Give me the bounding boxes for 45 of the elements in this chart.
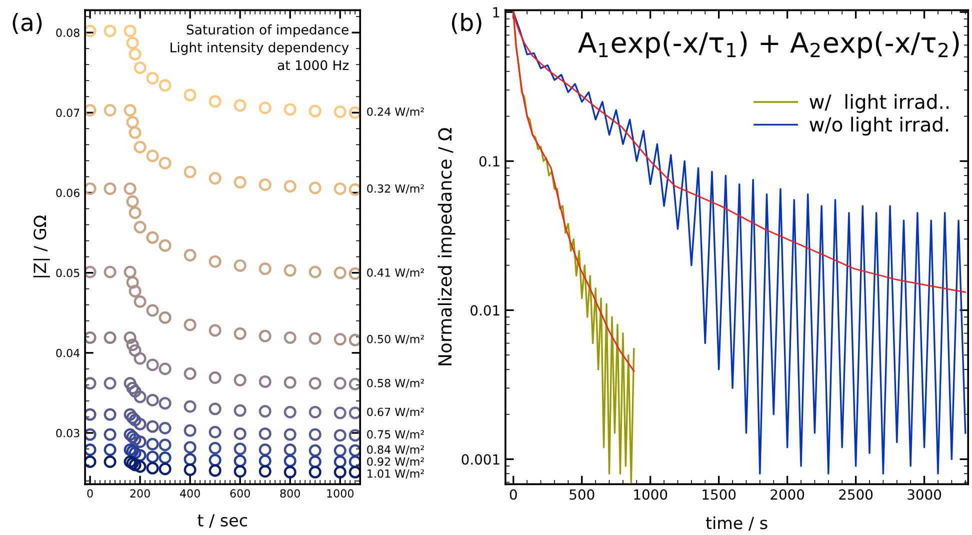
x-tick-label: 800 (280, 489, 300, 498)
y-tick-label: 0.04 (56, 348, 80, 358)
x-tick-label: 2000 (770, 489, 804, 500)
x-axis-title: time / s (706, 516, 768, 531)
y-tick-label: 0.05 (56, 268, 80, 278)
x-tick-label: 1500 (702, 489, 736, 500)
chart-title: (a) (12, 12, 42, 34)
annotation: at 1000 Hz (278, 60, 349, 70)
y-tick-label: 0.001 (462, 454, 500, 465)
y-tick-label: 0.08 (56, 28, 80, 37)
y-tick-label: 1 (493, 7, 500, 18)
x-axis-title: t / sec (198, 514, 247, 528)
x-tick-label: 400 (180, 489, 200, 498)
x-tick-label: 2500 (839, 489, 873, 500)
x-tick-label: 1000 (634, 489, 668, 500)
y-axis-title: Normalized impedance / Ω (438, 128, 456, 366)
series-label: 1.01 W/m² (368, 469, 424, 479)
series-label: 0.84 W/m² (367, 445, 424, 455)
x-tick-label: 500 (570, 489, 594, 500)
y-tick-label: 0.03 (56, 428, 80, 438)
series-label: 0.67 W/m² (367, 408, 424, 418)
y-tick-label: 0.06 (56, 188, 80, 198)
series-label: 0.41 W/m² (367, 268, 424, 278)
x-tick-label: 200 (130, 489, 150, 498)
series-label: 0.24 W/m² (367, 107, 424, 117)
annotation: Saturation of impedance (186, 24, 348, 38)
legend-label: w/o light irrad. (810, 116, 948, 136)
x-tick-label: 600 (230, 489, 250, 498)
x-tick-label: 0 (87, 489, 93, 498)
annotation: Light intensity dependency (170, 42, 349, 55)
x-tick-label: 3000 (908, 489, 942, 500)
chart-title: (b) (452, 12, 482, 34)
x-tick-label: 1000 (327, 489, 354, 498)
y-tick-label: 0.01 (470, 305, 500, 316)
series-label: 0.92 W/m² (367, 457, 424, 467)
series-label: 0.32 W/m² (367, 184, 424, 194)
series-label: 0.58 W/m² (367, 378, 424, 388)
y-tick-label: 0.07 (56, 108, 80, 118)
x-tick-label: 0 (510, 489, 517, 500)
y-tick-label: 0.1 (479, 156, 500, 167)
y-axis-title: |Z| / GΩ (33, 216, 50, 278)
series-label: 0.75 W/m² (367, 430, 424, 440)
legend-label: w/ light irrad.. (810, 94, 949, 113)
text: A$_{1}$exp(-x/τ$_{1}$) + A$_{2}$exp(-x/τ$_{2}$) (578, 31, 959, 58)
series-label: 0.50 W/m² (367, 334, 424, 344)
